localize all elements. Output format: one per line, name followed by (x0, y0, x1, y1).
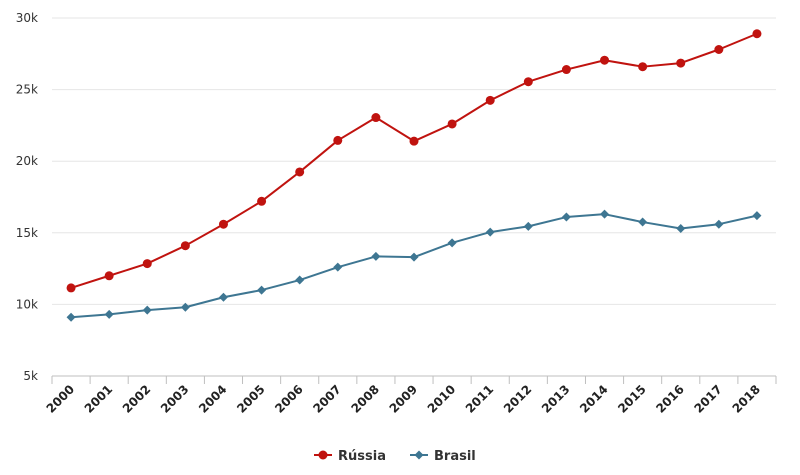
data-point[interactable] (676, 224, 686, 234)
legend-marker (414, 450, 424, 460)
y-tick-label: 20k (16, 154, 38, 168)
series-lines (66, 29, 762, 322)
y-tick-label: 10k (16, 297, 38, 311)
x-tick-label: 2006 (272, 382, 306, 416)
y-tick-label: 5k (23, 369, 38, 383)
x-tick-label: 2015 (615, 382, 649, 416)
data-point[interactable] (371, 251, 381, 261)
x-tick-label: 2005 (234, 382, 268, 416)
data-point[interactable] (295, 167, 305, 177)
series-1 (66, 29, 762, 293)
x-tick-label: 2016 (653, 382, 687, 416)
y-tick-label: 15k (16, 226, 38, 240)
data-point[interactable] (104, 271, 114, 281)
data-point[interactable] (180, 302, 190, 312)
data-point[interactable] (409, 252, 419, 262)
data-point[interactable] (180, 241, 190, 251)
data-point[interactable] (409, 136, 419, 146)
data-point[interactable] (600, 209, 610, 219)
data-point[interactable] (257, 196, 267, 206)
data-point[interactable] (295, 275, 305, 285)
data-point[interactable] (600, 55, 610, 65)
data-point[interactable] (523, 77, 533, 87)
legend[interactable]: Rússia Brasil (314, 449, 476, 464)
data-point[interactable] (257, 285, 267, 295)
x-tick-label: 2001 (82, 382, 116, 416)
x-axis (51, 375, 777, 384)
x-tick-label: 2009 (387, 382, 421, 416)
series-line (70, 213, 758, 319)
data-point[interactable] (333, 262, 343, 272)
x-tick-label: 2014 (577, 382, 611, 416)
x-tick-label: 2011 (463, 382, 497, 416)
data-point[interactable] (714, 219, 724, 229)
x-tick-label: 2002 (120, 382, 154, 416)
x-tick-label: 2000 (44, 382, 78, 416)
x-tick-label: 2003 (158, 382, 192, 416)
data-point[interactable] (485, 227, 495, 237)
x-axis-tick-labels: 2000 2001 2002 2003 2004 2005 2006 2007 2008 2009… (44, 382, 763, 416)
data-point[interactable] (447, 238, 457, 248)
grid-lines (52, 17, 776, 305)
data-point[interactable] (218, 219, 228, 229)
x-tick-label: 2013 (539, 382, 573, 416)
data-point[interactable] (638, 62, 648, 72)
data-point[interactable] (523, 221, 533, 231)
data-point[interactable] (485, 95, 495, 105)
data-point[interactable] (371, 113, 381, 123)
legend-marker (318, 450, 328, 460)
data-point[interactable] (714, 45, 724, 55)
data-point[interactable] (752, 211, 762, 221)
legend-label: Rússia (338, 449, 386, 464)
data-point[interactable] (142, 305, 152, 315)
legend-item[interactable]: Rússia (314, 449, 386, 464)
legend-label: Brasil (434, 449, 476, 464)
data-point[interactable] (104, 309, 114, 319)
data-point[interactable] (638, 217, 648, 227)
data-point[interactable] (66, 312, 76, 322)
series-2 (66, 209, 762, 322)
data-point[interactable] (561, 212, 571, 222)
x-tick-label: 2018 (730, 382, 764, 416)
x-tick-label: 2017 (691, 382, 725, 416)
y-axis-tick-labels: 5k 10k 15k 20k 25k 30k (16, 11, 38, 383)
legend-item[interactable]: Brasil (410, 449, 476, 464)
data-point[interactable] (66, 283, 76, 293)
x-tick-label: 2010 (425, 382, 459, 416)
x-tick-label: 2007 (310, 382, 344, 416)
data-point[interactable] (676, 58, 686, 68)
data-point[interactable] (218, 292, 228, 302)
data-point[interactable] (142, 259, 152, 269)
data-point[interactable] (561, 65, 571, 75)
data-point[interactable] (447, 119, 457, 129)
data-point[interactable] (752, 29, 762, 39)
data-point[interactable] (333, 135, 343, 145)
y-tick-label: 25k (16, 83, 38, 97)
y-tick-label: 30k (16, 11, 38, 25)
x-tick-label: 2008 (348, 382, 382, 416)
x-tick-label: 2012 (501, 382, 535, 416)
x-tick-label: 2004 (196, 382, 230, 416)
